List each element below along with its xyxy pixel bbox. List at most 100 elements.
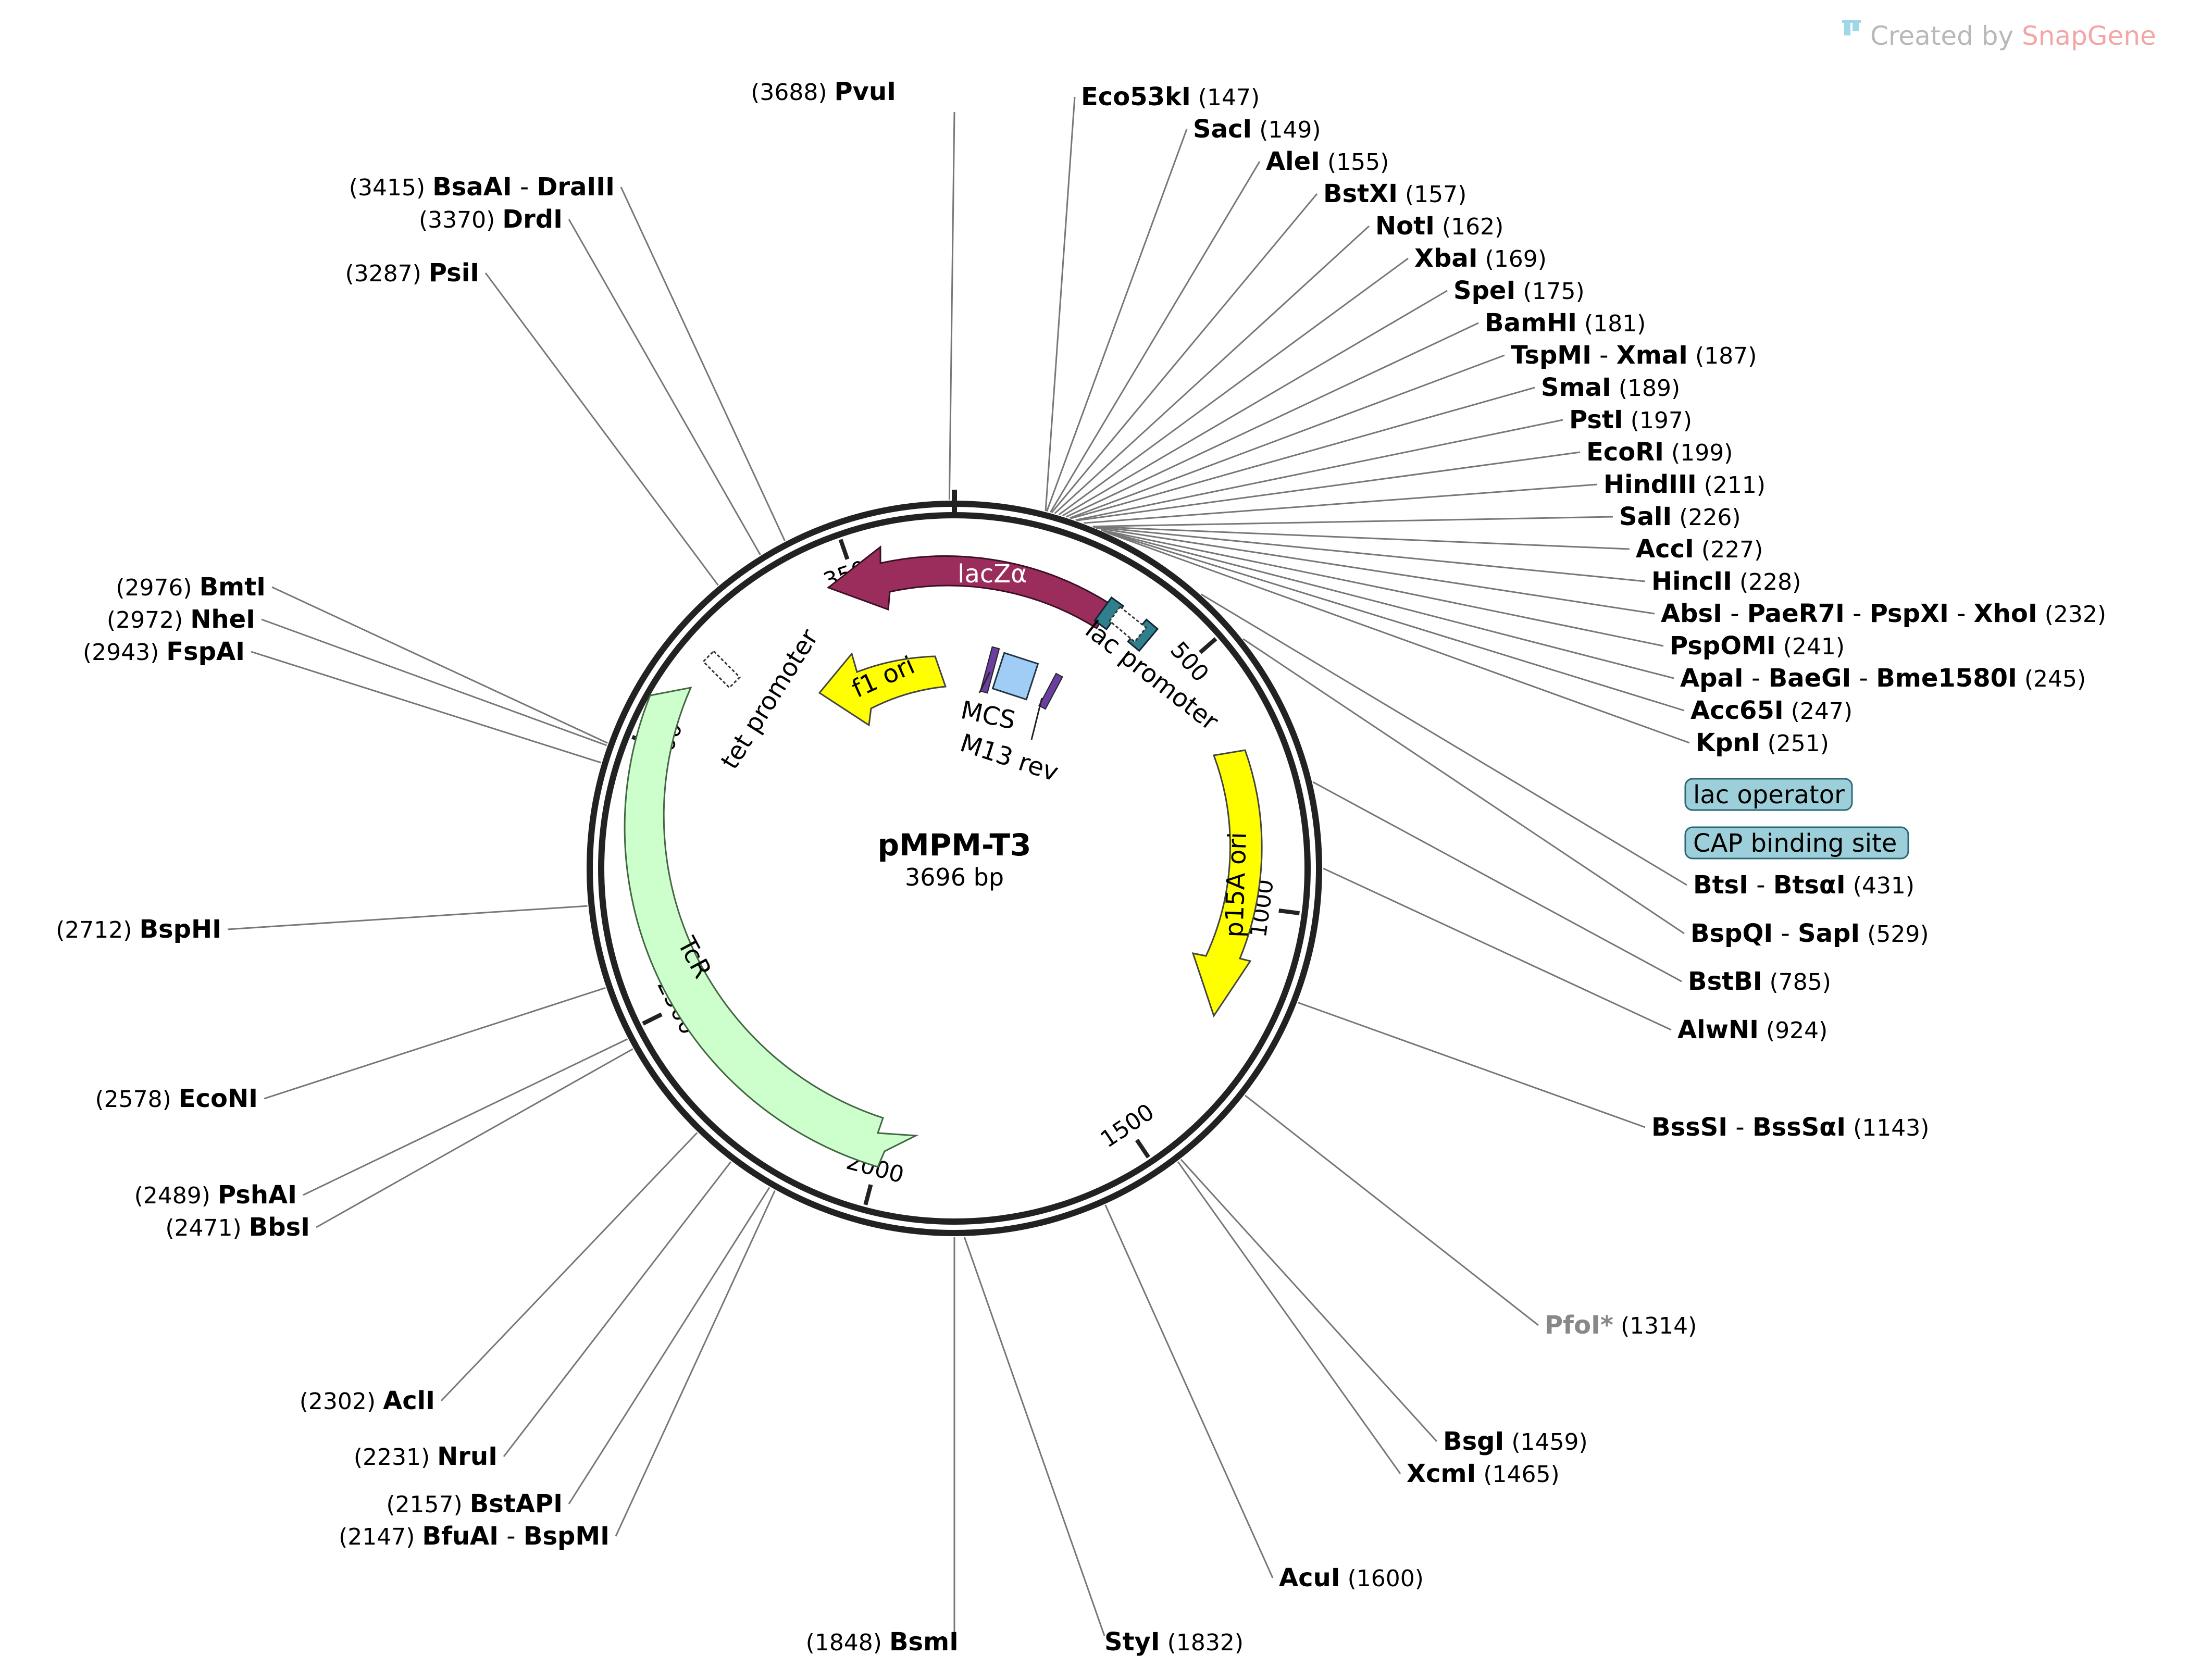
site-label[interactable]: HincII (228) (1651, 567, 1801, 596)
site-position: (2976) (116, 575, 192, 601)
site-label[interactable]: Acc65I (247) (1690, 696, 1853, 725)
site-label[interactable]: AcuI (1600) (1279, 1563, 1424, 1592)
enzyme-name: PsiI (429, 258, 479, 288)
enzyme-name: BstBI (1688, 967, 1762, 996)
site-leader (1058, 257, 1409, 516)
site-label[interactable]: SmaI (189) (1541, 373, 1680, 402)
site-leader (1245, 1094, 1539, 1326)
site-label[interactable]: ApaI - BaeGI - Bme1580I (245) (1680, 664, 2086, 693)
bp-tick (642, 1012, 663, 1026)
site-leader (1107, 532, 1690, 744)
site-label[interactable]: PstI (197) (1569, 405, 1692, 434)
site-label[interactable]: HindIII (211) (1603, 470, 1766, 499)
site-leader (1045, 96, 1076, 512)
enzyme-name: BspHI (139, 915, 221, 944)
site-label[interactable]: SpeI (175) (1453, 276, 1585, 305)
site-label[interactable]: BssSI - BssSαI (1143) (1651, 1113, 1929, 1142)
site-leader (1177, 1161, 1401, 1474)
site-label[interactable]: Eco53kI (147) (1081, 82, 1260, 111)
feature-f1-ori[interactable]: f1 ori (818, 651, 947, 727)
enzyme-name: SmaI (1541, 373, 1611, 402)
site-position: (2231) (354, 1444, 430, 1471)
site-label[interactable]: AlwNI (924) (1677, 1015, 1828, 1044)
site-position: (175) (1523, 278, 1584, 305)
site-position: (228) (1739, 569, 1801, 595)
site-label[interactable]: (3287) PsiI (345, 258, 479, 288)
site-label[interactable]: SacI (149) (1193, 115, 1321, 144)
site-label[interactable]: BsgI (1459) (1443, 1427, 1588, 1456)
site-label[interactable]: (2302) AclI (300, 1386, 435, 1415)
feature-box-cap-binding[interactable]: CAP binding site (1684, 826, 1909, 860)
site-label[interactable]: PspOMI (241) (1670, 631, 1845, 661)
site-label[interactable]: BstXI (157) (1323, 179, 1466, 208)
site-label[interactable]: SalI (226) (1619, 502, 1741, 531)
site-label[interactable]: (2471) BbsI (165, 1213, 310, 1242)
feature-label-lacZa: lacZα (958, 559, 1027, 589)
enzyme-name: BbsI (249, 1213, 310, 1242)
enzyme-name: TspMI (1511, 341, 1592, 370)
enzyme-name: BsmI (889, 1627, 959, 1657)
site-label[interactable]: KpnI (251) (1696, 728, 1829, 757)
feature-box-lac-operator[interactable]: lac operator (1684, 778, 1853, 811)
bp-tick (838, 539, 850, 560)
site-label[interactable]: NotI (162) (1375, 211, 1503, 241)
site-label[interactable]: (2943) FspAI (83, 637, 245, 666)
site-leader (948, 111, 955, 500)
site-leader (1323, 867, 1672, 1031)
site-position: (529) (1867, 921, 1929, 948)
site-label[interactable]: (1848) BsmI (806, 1627, 959, 1657)
enzyme-name: HincII (1651, 567, 1732, 596)
site-leader (227, 905, 588, 930)
feature-lacZa[interactable]: lacZα (826, 545, 1112, 630)
site-position: (1459) (1511, 1429, 1587, 1455)
site-label[interactable]: EcoRI (199) (1586, 438, 1733, 467)
site-position: (181) (1584, 310, 1646, 337)
site-leader (1180, 1159, 1438, 1442)
site-label[interactable]: PfoI* (1314) (1545, 1311, 1697, 1340)
site-label[interactable]: (2976) BmtI (116, 573, 266, 602)
feature-TcR[interactable]: TcR (624, 686, 919, 1168)
site-label[interactable]: (2231) NruI (354, 1442, 498, 1471)
enzyme-name: AclI (383, 1386, 435, 1415)
enzyme-name: BsaAI (432, 172, 512, 202)
site-position: (2147) (339, 1524, 415, 1550)
site-position: (232) (2045, 601, 2106, 628)
enzyme-name: BtsαI (1773, 870, 1846, 900)
site-separator: - (1773, 919, 1798, 948)
enzyme-name: AccI (1636, 534, 1694, 564)
site-label[interactable]: (2712) BspHI (56, 915, 221, 944)
site-position: (924) (1766, 1017, 1828, 1044)
enzyme-name: XcmI (1407, 1459, 1476, 1488)
site-label[interactable]: BspQI - SapI (529) (1690, 919, 1929, 948)
site-label[interactable]: StyI (1832) (1104, 1627, 1244, 1657)
site-label[interactable]: AccI (227) (1636, 534, 1763, 564)
site-position: (147) (1198, 84, 1260, 111)
site-label[interactable]: (3370) DrdI (419, 205, 563, 234)
enzyme-name: SalI (1619, 502, 1672, 531)
feature-p15A-ori[interactable]: p15A ori (1191, 749, 1263, 1018)
site-label[interactable]: BtsI - BtsαI (431) (1693, 870, 1914, 900)
site-label[interactable]: (2147) BfuAI - BspMI (339, 1522, 610, 1551)
site-leader (1200, 593, 1687, 886)
enzyme-name: SapI (1798, 919, 1860, 948)
site-label[interactable]: BamHI (181) (1485, 308, 1646, 338)
site-label[interactable]: TspMI - XmaI (187) (1511, 341, 1757, 370)
site-label[interactable]: AbsI - PaeR7I - PspXI - XhoI (232) (1661, 599, 2106, 628)
bp-tick-label: 1500 (1096, 1099, 1159, 1153)
enzyme-name: StyI (1104, 1627, 1160, 1657)
site-label[interactable]: (2157) BstAPI (386, 1489, 563, 1519)
site-position: (226) (1679, 504, 1741, 531)
brand-name: SnapGene (2022, 21, 2156, 51)
site-label[interactable]: XcmI (1465) (1407, 1459, 1560, 1488)
site-label[interactable]: XbaI (169) (1414, 244, 1547, 273)
site-label[interactable]: (3688) PvuI (751, 77, 896, 106)
site-label[interactable]: (2578) EcoNI (95, 1084, 258, 1113)
enzyme-name: KpnI (1696, 728, 1760, 757)
site-label[interactable]: (2489) PshAI (134, 1180, 297, 1210)
site-label[interactable]: (2972) NheI (107, 605, 255, 634)
enzyme-name: XbaI (1414, 244, 1478, 273)
site-label[interactable]: BstBI (785) (1688, 967, 1831, 996)
site-position: (247) (1791, 698, 1853, 725)
site-label[interactable]: AleI (155) (1266, 147, 1389, 176)
site-label[interactable]: (3415) BsaAI - DraIII (349, 172, 615, 202)
